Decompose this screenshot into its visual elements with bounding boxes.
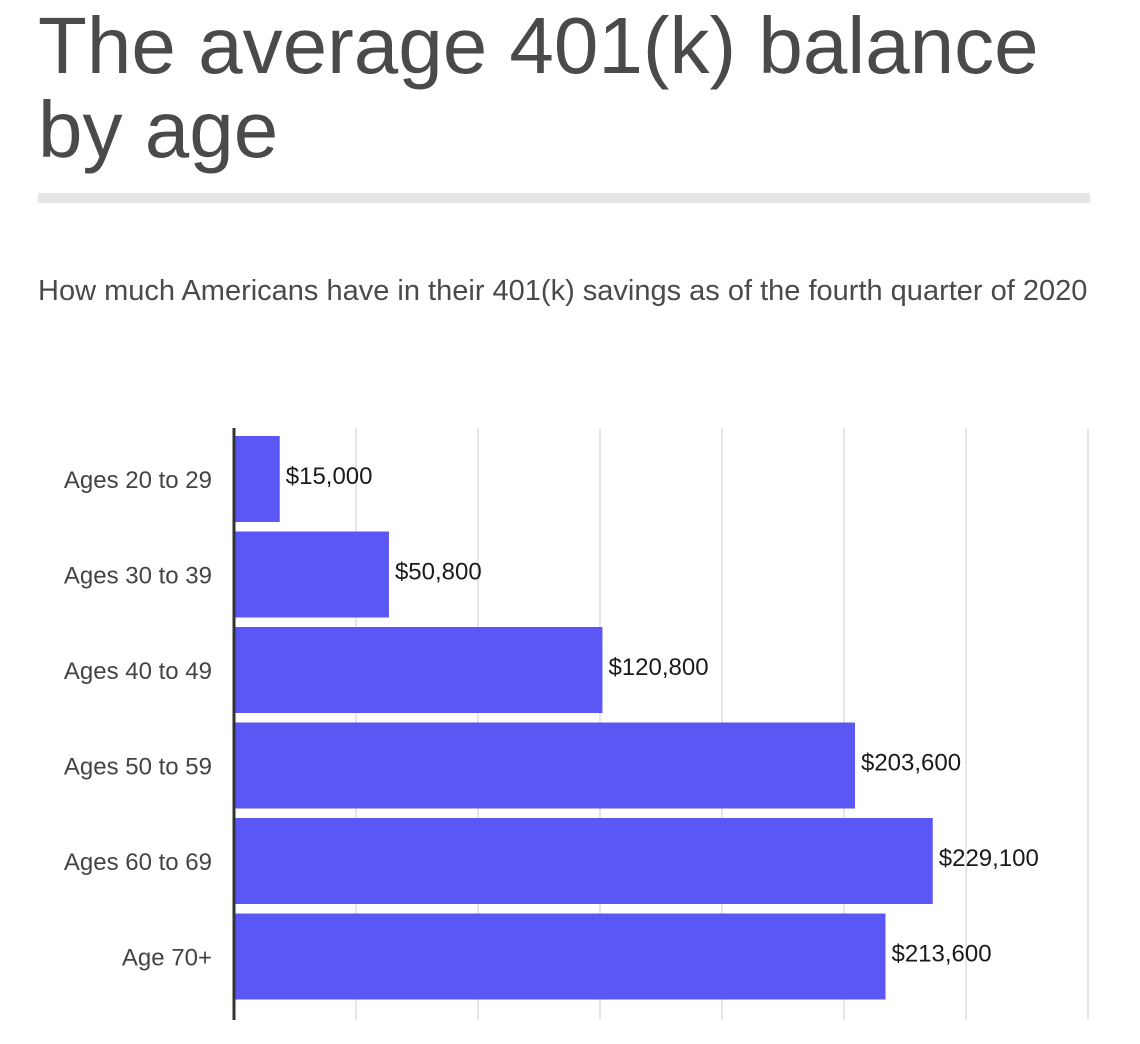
labels: Ages 20 to 29 $15,000 Ages 30 to 39 $50,800…: [64, 463, 1039, 972]
value-label: $213,600: [891, 941, 991, 968]
bar: [234, 913, 886, 1000]
value-label: $120,800: [608, 654, 708, 681]
bar: [234, 531, 389, 618]
value-label: $203,600: [861, 750, 961, 777]
bar: [234, 436, 280, 522]
category-label: Age 70+: [122, 945, 212, 972]
chart-title: The average 401(k) balance by age: [38, 1, 1039, 174]
bar-chart: Ages 20 to 29 $15,000 Ages 30 to 39 $50,800…: [64, 428, 1089, 1020]
value-label: $15,000: [286, 463, 373, 490]
chart-subtitle: How much Americans have in their 401(k) …: [38, 275, 1088, 307]
bar: [234, 627, 603, 713]
category-label: Ages 50 to 59: [64, 754, 212, 781]
title-divider: [38, 193, 1090, 203]
bars: [234, 436, 933, 1000]
category-label: Ages 20 to 29: [64, 467, 212, 494]
category-label: Ages 60 to 69: [64, 849, 212, 876]
value-label: $50,800: [395, 559, 482, 586]
category-label: Ages 40 to 49: [64, 658, 212, 685]
bar: [234, 722, 855, 809]
category-label: Ages 30 to 39: [64, 563, 212, 590]
value-label: $229,100: [939, 845, 1039, 872]
bar: [234, 818, 933, 904]
